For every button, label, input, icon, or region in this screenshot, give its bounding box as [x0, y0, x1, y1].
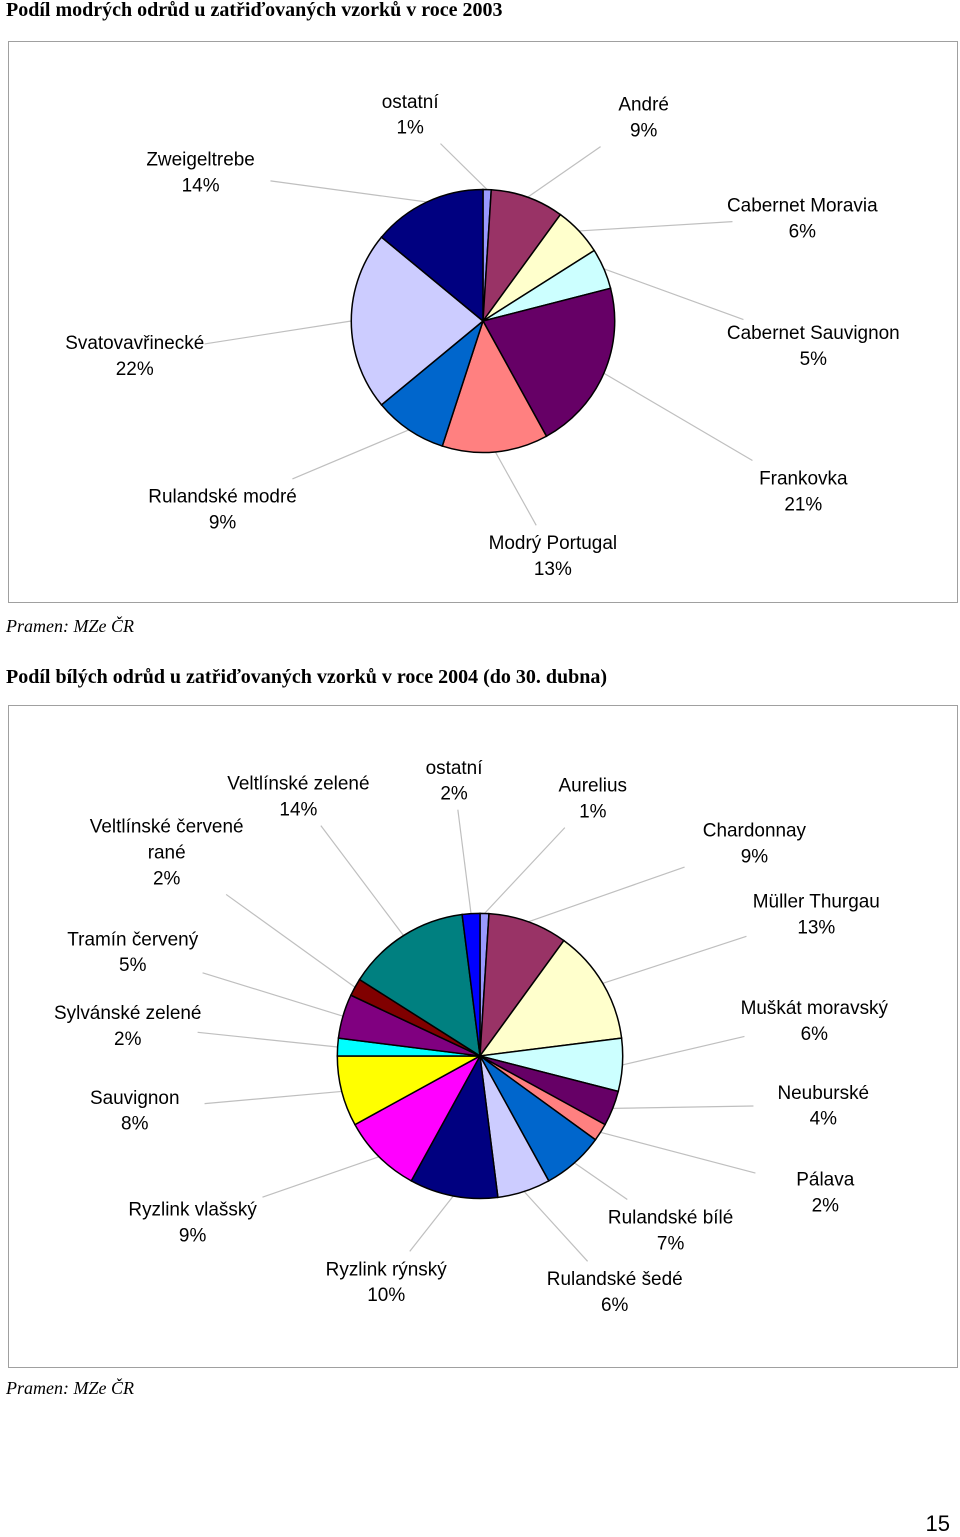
pie-slices [336, 912, 624, 1200]
leader-rulandske-modre [292, 429, 410, 480]
slice-ostatni [461, 912, 481, 1057]
label-sylvanske-zelene: Sylvánské zelené 2% [54, 1003, 201, 1050]
leader-palava [600, 1131, 756, 1174]
label-veltlinske-cervene-rane: Veltlínské červené rané 2% [90, 817, 244, 890]
label-rulandske-sede: Rulandské šedé 6% [547, 1269, 683, 1316]
label-neuburske: Neuburské 4% [777, 1083, 869, 1130]
leader-sauvignon [204, 1090, 342, 1105]
chart-1-title: Podíl modrých odrůd u zatřiďovaných vzor… [6, 0, 503, 21]
label-cabernet-moravia: Cabernet Moravia 6% [727, 195, 878, 242]
slice-labels: Aurelius 1% Chardonnay 9% Müller Thurgau 13% M… [54, 758, 889, 1316]
label-rulandske-bile: Rulandské bílé 7% [608, 1207, 733, 1254]
leader-lines [204, 143, 753, 526]
label-sauvignon: Sauvignon 8% [90, 1088, 180, 1135]
slice-veltlinske-zelene [358, 913, 481, 1058]
chart-2-area: Aurelius 1% Chardonnay 9% Müller Thurgau 13% M… [8, 705, 958, 1368]
label-muller-thurgau: Müller Thurgau 13% [753, 891, 880, 938]
label-aurelius: Aurelius 1% [559, 776, 627, 823]
label-andre: André 9% [618, 95, 669, 142]
label-veltlinske-zelene: Veltlínské zelené 14% [227, 774, 369, 821]
leader-rulandske-bile [574, 1162, 628, 1200]
label-svatovavrinecke: Svatovavřinecké 22% [65, 333, 204, 380]
slice-frankovka [481, 287, 616, 438]
leader-veltlinske-cervene-rane [225, 893, 356, 988]
leader-cabernet-sauvignon [603, 268, 744, 321]
label-ostatni: ostatní 1% [382, 92, 440, 139]
leader-ryzlink-rynsky [409, 1195, 454, 1252]
chart-2-pie: Aurelius 1% Chardonnay 9% Müller Thurgau 13% M… [54, 758, 889, 1316]
leader-veltlinske-zelene [320, 825, 405, 936]
leader-muskat-moravsky [622, 1035, 745, 1066]
leader-svatovavrinecke [204, 320, 352, 345]
slice-modry-portugal [441, 319, 548, 454]
leader-lines [197, 809, 756, 1262]
label-tramin-cerveny: Tramín červený 5% [67, 929, 198, 976]
leader-cabernet-moravia [578, 221, 733, 232]
chart-2-title: Podíl bílých odrůd u zatřiďovaných vzork… [6, 666, 608, 688]
leader-neuburske [612, 1105, 754, 1109]
label-frankovka: Frankovka 21% [759, 468, 848, 515]
leader-sylvanske-zelene [197, 1031, 338, 1048]
leader-modry-portugal [494, 451, 537, 526]
leader-ryzlink-vlassky [262, 1156, 380, 1198]
label-cabernet-sauvignon: Cabernet Sauvignon 5% [727, 323, 900, 370]
label-ryzlink-vlassky: Ryzlink vlašský 9% [128, 1199, 257, 1246]
label-modry-portugal: Modrý Portugal 13% [489, 533, 618, 580]
chart-1-pie: ostatní 1% André 9% Cabernet Moravia 6% Cabern… [65, 92, 899, 580]
leader-rulandske-sede [523, 1191, 589, 1262]
label-rulandske-modre: Rulandské modré 9% [148, 486, 297, 533]
label-palava: Pálava 2% [796, 1170, 854, 1217]
label-chardonnay: Chardonnay 9% [703, 821, 807, 868]
leader-ostatni [457, 809, 472, 914]
label-ryzlink-rynsky: Ryzlink rýnský 10% [326, 1259, 448, 1306]
slice-labels: ostatní 1% André 9% Cabernet Moravia 6% Cabern… [65, 92, 899, 580]
slice-ryzlink-vlassky [353, 1054, 482, 1182]
slice-chardonnay [479, 912, 565, 1059]
leader-chardonnay [528, 866, 685, 923]
label-ostatni: ostatní 2% [426, 758, 484, 805]
leader-tramin-cerveny [202, 972, 344, 1017]
chart-2-source: Pramen: MZe ČR [6, 1378, 134, 1398]
leader-ostatni [440, 143, 488, 190]
pie-slices [350, 188, 616, 454]
label-zweigeltrebe: Zweigeltrebe 14% [146, 150, 255, 197]
slice-svatovavrinecke [350, 236, 485, 406]
chart-1-area: ostatní 1% André 9% Cabernet Moravia 6% Cabern… [8, 41, 958, 603]
leader-andre [527, 146, 601, 198]
page-number: 15 [925, 1511, 950, 1536]
chart-1-source: Pramen: MZe ČR [6, 616, 134, 636]
slice-zweigeltrebe [380, 188, 484, 323]
label-muskat-moravsky: Muškát moravský 6% [741, 998, 889, 1045]
slice-muller-thurgau [478, 939, 623, 1057]
leader-zweigeltrebe [270, 180, 427, 203]
leader-frankovka [603, 372, 753, 462]
leader-muller-thurgau [602, 935, 747, 984]
leader-aurelius [484, 827, 566, 914]
slice-ryzlink-rynsky [410, 1053, 499, 1200]
